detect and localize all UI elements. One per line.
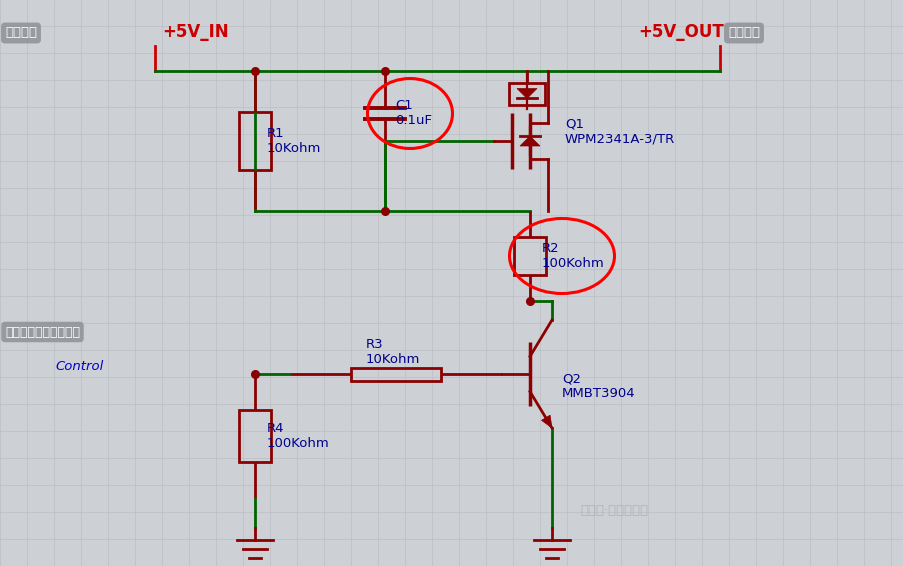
Text: R2
100Kohm: R2 100Kohm <box>542 242 604 270</box>
Bar <box>508 83 545 105</box>
Text: 电源输入: 电源输入 <box>5 27 37 40</box>
Text: +5V_IN: +5V_IN <box>162 23 228 41</box>
Bar <box>514 237 545 275</box>
Text: R4
100Kohm: R4 100Kohm <box>266 422 330 450</box>
Text: Q2
MMBT3904: Q2 MMBT3904 <box>562 372 635 400</box>
Polygon shape <box>519 136 539 146</box>
Polygon shape <box>541 415 552 428</box>
Bar <box>351 367 440 380</box>
Text: Q1
WPM2341A-3/TR: Q1 WPM2341A-3/TR <box>564 117 675 145</box>
Text: C1
0.1uF: C1 0.1uF <box>395 100 432 127</box>
Text: R1
10Kohm: R1 10Kohm <box>266 127 321 155</box>
Text: R3
10Kohm: R3 10Kohm <box>366 338 420 366</box>
Text: 电源输出: 电源输出 <box>727 27 759 40</box>
Bar <box>238 410 271 462</box>
Text: 公众号·电路一点通: 公众号·电路一点通 <box>580 504 647 517</box>
Text: Control: Control <box>55 359 103 372</box>
Text: +5V_OUT: +5V_OUT <box>638 23 723 41</box>
Text: 输入信号控制电源开关: 输入信号控制电源开关 <box>5 325 79 338</box>
Bar <box>238 113 271 170</box>
Polygon shape <box>517 88 536 98</box>
